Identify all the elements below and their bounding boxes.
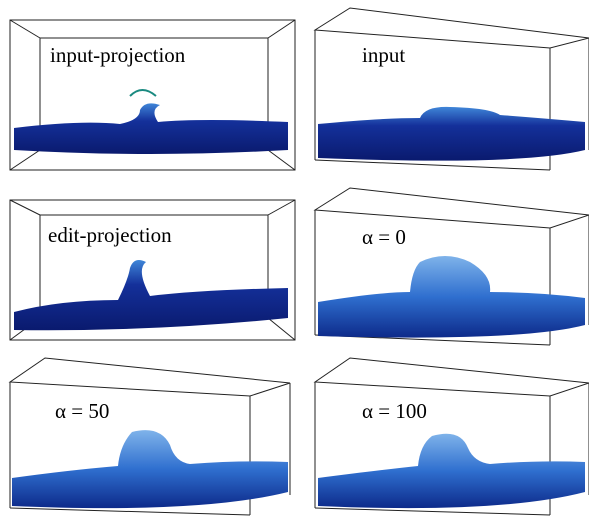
panel: α = 100	[313, 357, 589, 516]
panel: input	[313, 7, 589, 171]
panel: α = 50	[8, 357, 291, 516]
fluid	[14, 103, 288, 154]
guide-curve	[129, 89, 157, 97]
panel: α = 0	[313, 187, 589, 346]
bounding-box	[9, 19, 296, 171]
panel-label: input-projection	[50, 43, 186, 67]
fluid	[318, 433, 585, 509]
panel-label: edit-projection	[48, 223, 172, 247]
fluid	[318, 256, 585, 338]
fluid	[14, 260, 288, 331]
panel-label: α = 0	[362, 225, 406, 249]
panel: input-projection	[9, 19, 296, 171]
panel-label: input	[362, 43, 405, 67]
panel: edit-projection	[9, 199, 296, 341]
panel-label: α = 100	[362, 399, 427, 423]
panel-label: α = 50	[55, 399, 109, 423]
fluid	[12, 430, 288, 509]
fluid	[318, 106, 585, 161]
bounding-box	[8, 357, 291, 516]
